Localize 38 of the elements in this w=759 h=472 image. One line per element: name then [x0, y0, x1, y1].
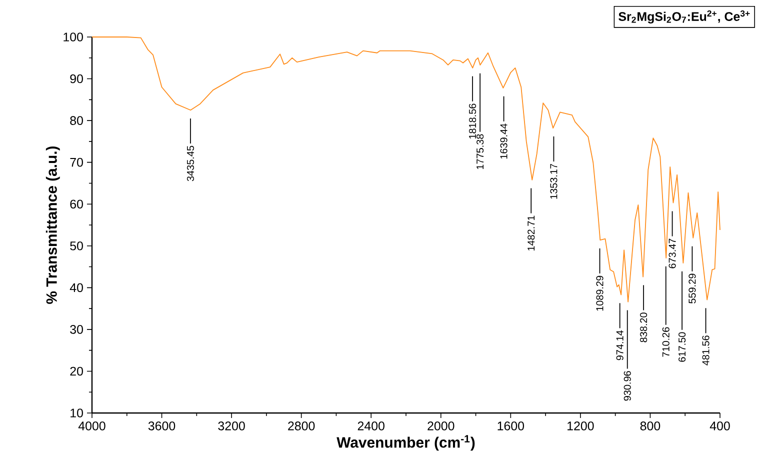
x-tick-label: 3200 [218, 422, 245, 430]
annotation: 710.26 [662, 327, 670, 357]
x-tick-label: 2000 [428, 422, 454, 430]
annotation: 1818.56 [469, 104, 476, 139]
annotation: 1639.44 [500, 124, 508, 159]
y-tick-label: 30 [70, 325, 83, 334]
annotation: 1482.71 [528, 216, 535, 250]
annotation: 3435.45 [186, 146, 194, 182]
x-tick-label: 4000 [78, 422, 106, 430]
annotation: 838.20 [640, 312, 648, 342]
annotation: 930.96 [624, 371, 631, 401]
annotation: 1089.29 [596, 276, 604, 311]
y-tick-label: 70 [70, 158, 83, 167]
annotation: 481.56 [702, 336, 710, 366]
y-tick-label: 90 [70, 74, 83, 84]
annotation: 1775.38 [476, 134, 484, 170]
y-axis-title: % Transmittance (a.u.) [46, 146, 60, 304]
y-tick-label: 10 [70, 408, 83, 418]
x-tick-label: 1200 [568, 422, 594, 430]
annotation: 974.14 [616, 330, 624, 360]
annotation: 559.29 [688, 274, 696, 304]
x-axis-title: Wavenumber (cm$^{-1}$) [336, 435, 475, 451]
x-tick-label: 2400 [358, 422, 384, 430]
x-tick-label: 3600 [148, 422, 176, 430]
y-tick-label: 80 [70, 116, 83, 125]
y-tick-label: 20 [70, 366, 83, 376]
annotation: 617.50 [678, 332, 686, 362]
annotation: 1353.17 [550, 164, 558, 199]
y-tick-label: 40 [70, 283, 83, 292]
y-tick-label: 100 [64, 32, 83, 42]
y-tick-label: 50 [70, 241, 83, 250]
x-tick-label: 2800 [288, 422, 315, 430]
annotation: 673.47 [668, 238, 676, 268]
y-tick-label: 60 [70, 200, 83, 209]
x-tick-label: 400 [710, 422, 730, 430]
x-tick-label: 1600 [498, 422, 524, 430]
x-tick-label: 800 [640, 422, 660, 430]
chart-title: Sr$_{2}$MgSi$_{2}$O$_{7}$:Eu$^{2+}$, Ce$^{3+}$ [618, 10, 750, 24]
